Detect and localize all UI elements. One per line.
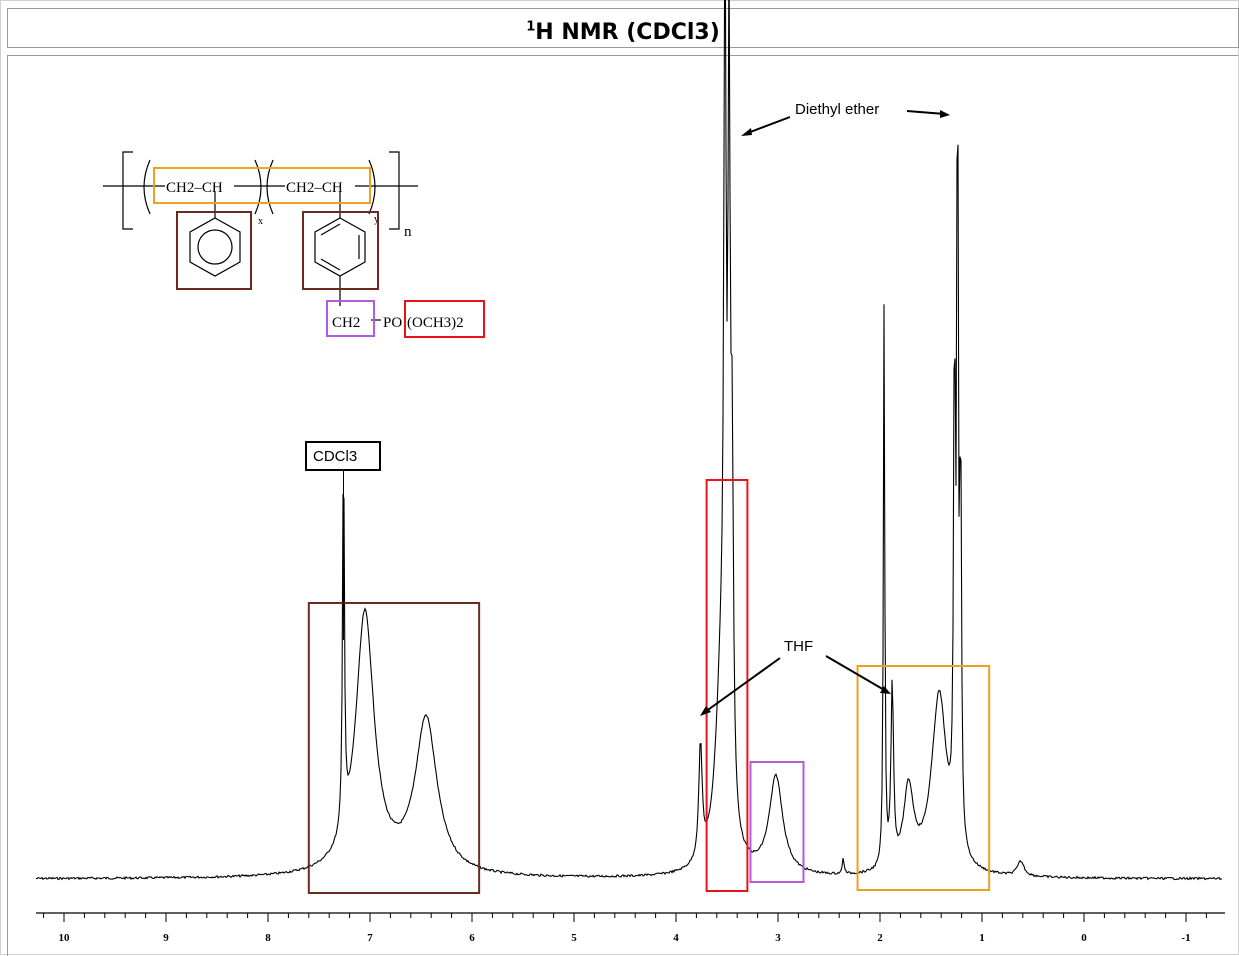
- annotation-cdcl3: CDCl3: [305, 441, 381, 640]
- x-tick-label: 4: [673, 932, 679, 944]
- arrow-head: [700, 706, 711, 716]
- structure-highlight-boxes: [153, 167, 485, 338]
- unit-2-text: CH2–CH: [286, 180, 343, 196]
- subscript-x: x: [258, 216, 263, 227]
- subscript-n: n: [404, 224, 412, 240]
- backbone-highlight-box: [153, 167, 371, 204]
- x-tick-label: 5: [571, 932, 577, 944]
- unit-1-text: CH2–CH: [166, 180, 223, 196]
- region-box-ch2-p: [749, 761, 805, 883]
- bracket-left: [122, 151, 133, 230]
- annotation-cdcl3-label: CDCl3: [313, 448, 357, 465]
- x-tick-label: 7: [367, 932, 373, 944]
- subscript-y: y: [374, 214, 379, 225]
- x-tick-label: 2: [877, 932, 883, 944]
- benzene-ring-2-inner: [320, 223, 360, 271]
- x-tick-label: -1: [1181, 932, 1190, 944]
- region-box-backbone: [856, 665, 991, 891]
- pendant-ch2: CH2: [332, 315, 360, 331]
- x-axis-tick-labels: 10 9 8 7 6 5 4 3 2 1 0 -1: [59, 932, 1191, 944]
- pendant-po: PO: [383, 315, 402, 331]
- title-superscript: 1: [526, 20, 536, 35]
- arrow-head: [880, 686, 891, 694]
- paren-2-left: [266, 159, 274, 215]
- benzene-ring-1-circle: [197, 229, 233, 265]
- arrow-head: [940, 110, 950, 118]
- highlight-boxes: [307, 479, 991, 894]
- x-tick-label: 0: [1081, 932, 1087, 944]
- och3-highlight-box: [404, 300, 485, 338]
- region-box-aromatic: [307, 602, 481, 894]
- x-tick-label: 8: [265, 932, 271, 944]
- chart-title: 1H NMR (CDCl3): [526, 20, 720, 45]
- paren-2-right: [368, 159, 376, 215]
- ring-2-highlight-box: [302, 211, 379, 290]
- annotation-diethyl-ether: Diethyl ether: [741, 101, 950, 136]
- chemical-structure: [103, 151, 418, 321]
- ring-1-highlight-box: [176, 211, 252, 290]
- region-box-och3: [705, 479, 749, 892]
- spectrum-trace: [35, 0, 1223, 881]
- paren-1-left: [143, 159, 151, 215]
- title-bar: 1H NMR (CDCl3): [7, 8, 1239, 48]
- x-tick-label: 10: [59, 932, 71, 944]
- x-tick-label: 9: [163, 932, 169, 944]
- bracket-right: [389, 151, 400, 230]
- paren-1-right: [254, 159, 262, 215]
- annotation-diethyl-ether-label: Diethyl ether: [795, 101, 879, 118]
- x-axis-ticks: [43, 913, 1207, 922]
- arrow-line: [825, 655, 887, 692]
- annotation-thf: THF: [700, 638, 891, 716]
- arrow-line: [744, 116, 791, 135]
- arrow-head: [741, 128, 752, 136]
- annotation-thf-label: THF: [784, 638, 813, 655]
- x-tick-label: 6: [469, 932, 475, 944]
- cdcl3-label-box: [305, 441, 381, 471]
- x-tick-label: 3: [775, 932, 781, 944]
- arrow-line: [906, 110, 946, 115]
- ch2-highlight-box: [326, 300, 375, 337]
- benzene-ring-1: [189, 217, 241, 277]
- chemical-labels: CH2–CH CH2–CH x y n CH2 PO (OCH3)2: [166, 180, 464, 331]
- title-main: H NMR (CDCl3): [535, 20, 720, 46]
- x-tick-label: 1: [979, 932, 985, 944]
- benzene-ring-2: [314, 217, 366, 277]
- plot-area: [7, 55, 1238, 956]
- arrow-line: [704, 657, 781, 713]
- pendant-och3: (OCH3)2: [407, 315, 464, 331]
